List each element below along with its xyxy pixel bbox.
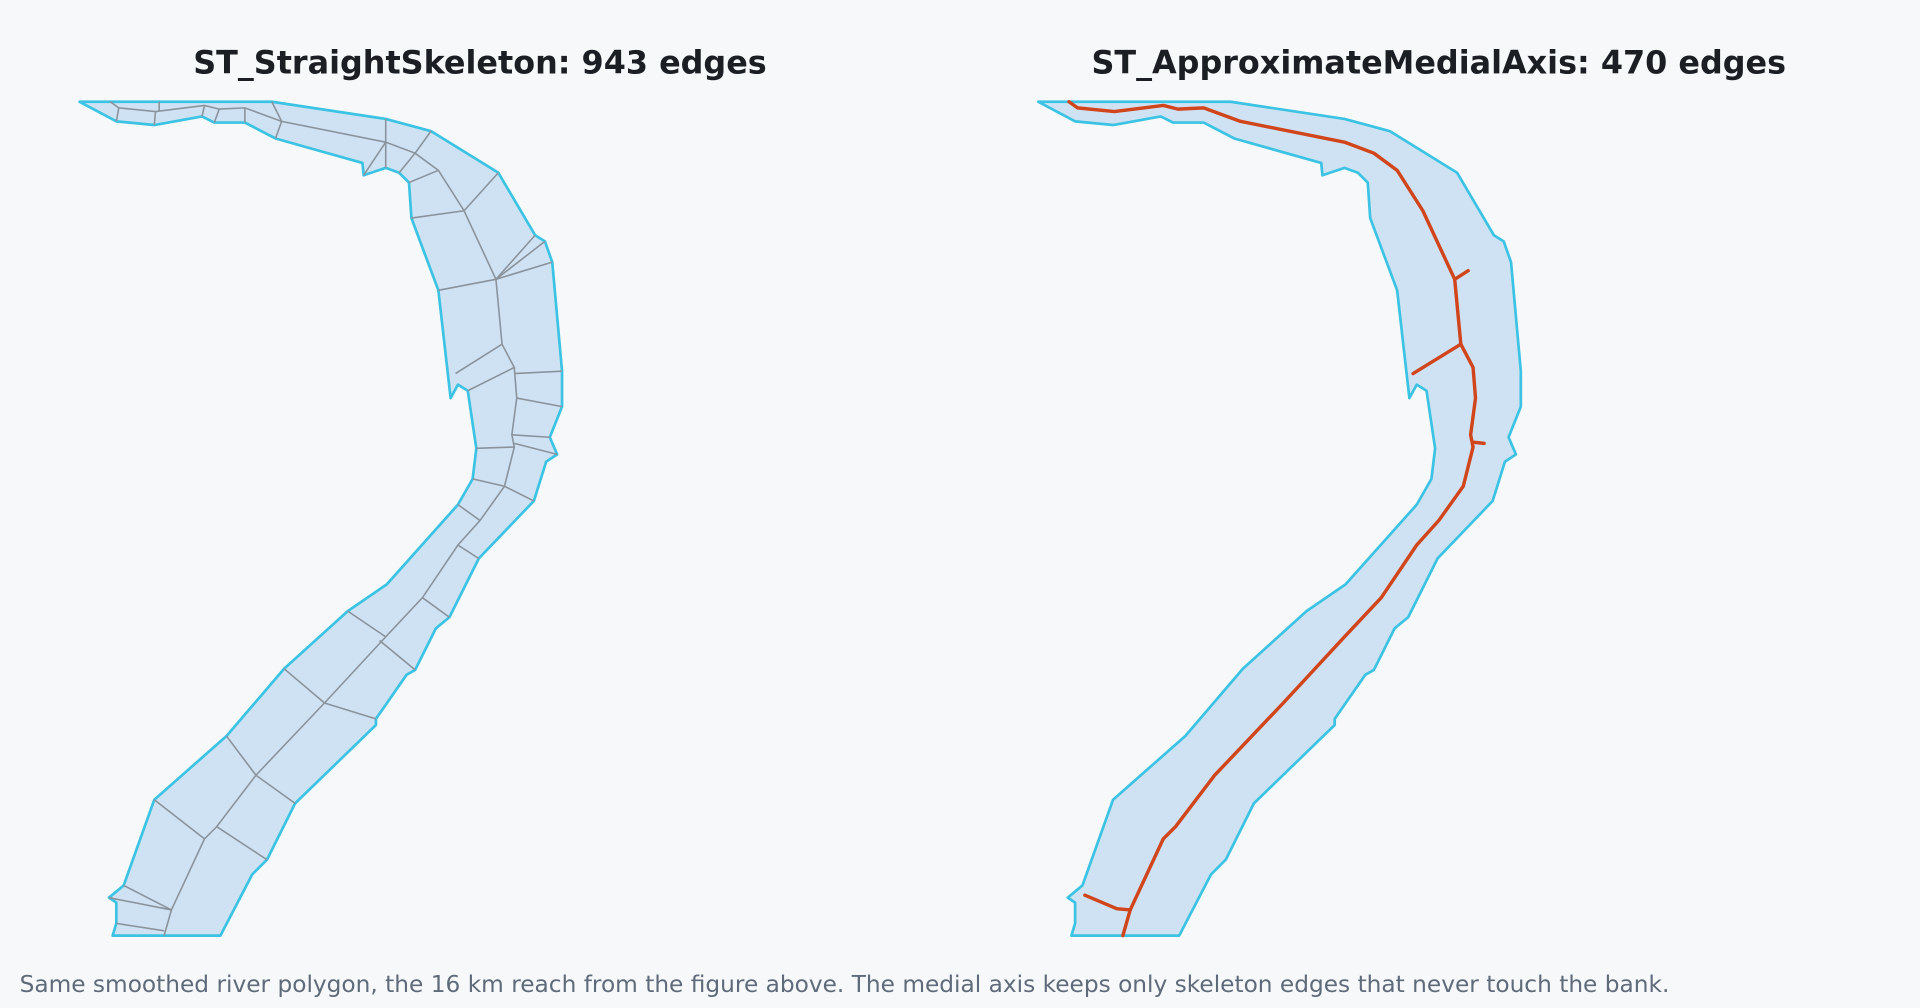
panel-title: ST_ApproximateMedialAxis: 470 edges bbox=[1091, 44, 1786, 82]
caption: Same smoothed river polygon, the 16 km r… bbox=[20, 971, 1670, 998]
skeleton-edges bbox=[108, 101, 563, 936]
medial-axis-panel bbox=[1037, 100, 1523, 938]
river-polygon bbox=[78, 100, 564, 937]
panel-title: ST_StraightSkeleton: 943 edges bbox=[193, 44, 767, 82]
straight-skeleton-panel bbox=[78, 100, 564, 937]
river-polygon bbox=[1037, 100, 1523, 937]
medial-axis bbox=[1067, 100, 1486, 938]
